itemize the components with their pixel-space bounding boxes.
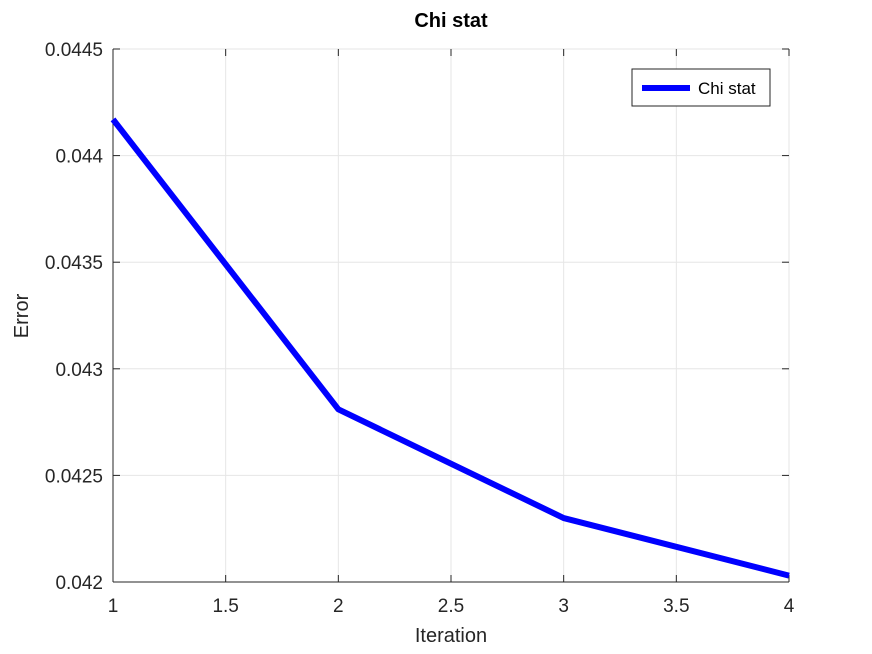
series-line-chi-stat — [110, 117, 790, 579]
x-axis-label: Iteration — [415, 625, 487, 647]
y-tick-label: 0.0445 — [45, 40, 103, 61]
y-tick-label: 0.0425 — [45, 466, 103, 487]
x-tick-label: 2.5 — [438, 596, 464, 617]
x-axis-ticks: 1 1.5 2 2.5 3 3.5 4 — [108, 49, 795, 617]
x-tick-label: 2 — [333, 596, 344, 617]
x-tick-label: 3.5 — [663, 596, 689, 617]
legend: Chi stat — [631, 68, 771, 107]
y-tick-label: 0.043 — [55, 360, 103, 381]
x-tick-label: 4 — [784, 596, 795, 617]
y-axis-ticks: 0.042 0.0425 0.043 0.0435 0.044 0.0445 — [45, 40, 789, 594]
y-tick-label: 0.042 — [55, 573, 103, 594]
x-tick-label: 3 — [558, 596, 569, 617]
y-tick-label: 0.0435 — [45, 253, 103, 274]
legend-label-chi-stat: Chi stat — [698, 79, 756, 98]
x-tick-label: 1 — [108, 596, 119, 617]
y-axis-label: Error — [11, 293, 33, 338]
chart-title: Chi stat — [414, 10, 488, 32]
series — [110, 117, 790, 579]
x-tick-label: 1.5 — [212, 596, 238, 617]
y-tick-label: 0.044 — [55, 147, 103, 168]
